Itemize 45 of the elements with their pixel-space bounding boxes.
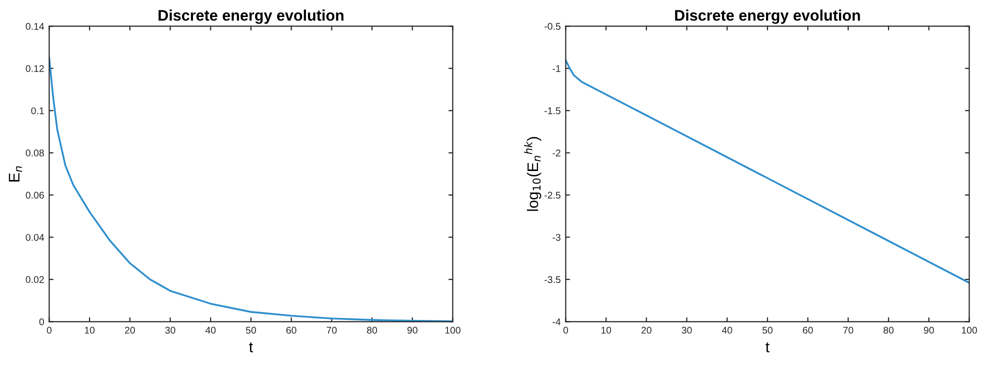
line-series: [566, 59, 970, 284]
y-tick-label: 0.08: [26, 150, 44, 156]
x-tick-label: 70: [843, 326, 854, 334]
chart-title: Discrete energy evolution: [675, 10, 860, 24]
x-tick-label: 10: [601, 326, 612, 334]
x-tick-label: 100: [962, 326, 977, 334]
x-tick-label: 60: [286, 326, 296, 334]
x-tick-label: 40: [205, 326, 216, 334]
y-tick-label: -1: [552, 65, 560, 72]
x-tick-label: 70: [326, 326, 337, 334]
chart-title: Discrete energy evolution: [158, 10, 344, 24]
x-tick-label: 20: [124, 326, 135, 334]
y-axis-title: E$_{n}$: [8, 166, 22, 182]
x-tick-label: 80: [367, 326, 378, 334]
x-tick-label: 90: [924, 326, 934, 334]
y-axis-title: log$_{10}$(E$_{n}$$^{hk}$): [524, 137, 542, 211]
x-tick-label: 40: [722, 326, 732, 334]
x-tick-label: 30: [165, 326, 176, 334]
y-tick-label: -4: [552, 318, 561, 326]
y-tick-label: 0.02: [26, 276, 44, 284]
x-tick-label: 0: [46, 326, 52, 334]
x-tick-label: 0: [563, 326, 568, 334]
y-tick-label: 0.14: [26, 22, 44, 30]
x-tick-label: 50: [246, 326, 256, 334]
y-tick-label: -1.5: [544, 107, 560, 114]
x-tick-label: 50: [762, 326, 773, 334]
y-tick-label: -3: [552, 234, 560, 241]
x-tick-label: 90: [407, 326, 418, 334]
y-tick-label: 0.12: [26, 65, 44, 72]
y-tick-label: -2: [552, 150, 560, 156]
x-tick-label: 20: [642, 326, 652, 334]
x-tick-label: 60: [802, 326, 813, 334]
x-axis-title: t: [766, 342, 770, 352]
x-tick-label: 80: [884, 326, 894, 334]
x-axis-title: t: [249, 342, 253, 352]
y-tick-label: 0: [39, 318, 44, 326]
x-tick-label: 30: [682, 326, 692, 334]
y-tick-label: 0.06: [26, 192, 44, 199]
x-tick-label: 10: [84, 326, 95, 334]
y-tick-label: 0.1: [31, 107, 44, 114]
y-tick-label: -3.5: [544, 276, 560, 284]
y-tick-label: 0.04: [26, 234, 44, 241]
y-tick-label: -0.5: [544, 22, 560, 30]
x-tick-label: 100: [445, 326, 460, 334]
y-tick-label: -2.5: [544, 192, 560, 199]
